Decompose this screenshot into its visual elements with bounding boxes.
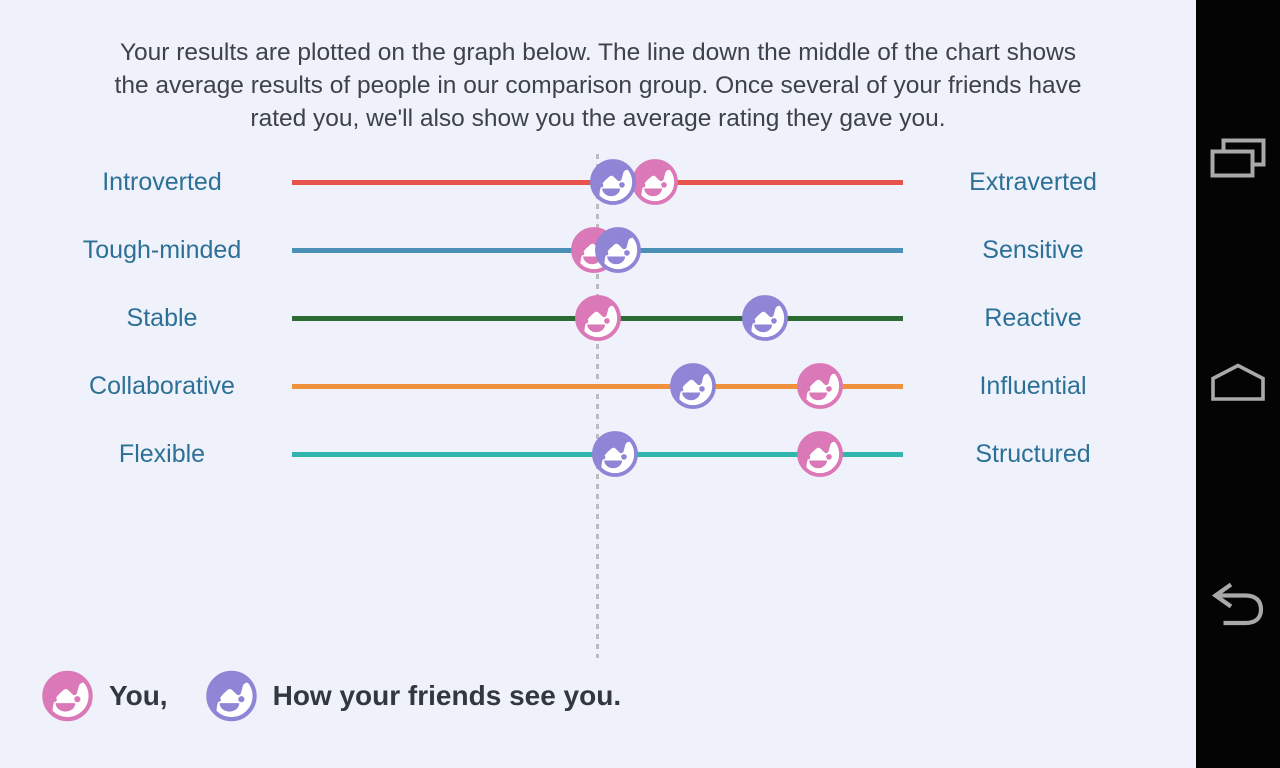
legend-friends-label: How your friends see you. bbox=[272, 680, 622, 711]
intro-line-3: rated you, we'll also show you the avera… bbox=[250, 105, 946, 132]
you-marker bbox=[630, 157, 680, 207]
friends-marker bbox=[593, 225, 643, 275]
recents-icon bbox=[1210, 138, 1266, 178]
trait-right-label: Sensitive bbox=[982, 236, 1084, 264]
trait-right-label: Extraverted bbox=[969, 168, 1097, 196]
android-nav-bar bbox=[1196, 0, 1280, 768]
back-icon bbox=[1210, 581, 1266, 627]
recents-button[interactable] bbox=[1196, 116, 1280, 200]
intro-text: Your results are plotted on the graph be… bbox=[20, 36, 1176, 135]
friends-marker bbox=[590, 429, 640, 479]
trait-right-label: Structured bbox=[975, 440, 1091, 468]
back-button[interactable] bbox=[1196, 562, 1280, 646]
results-screen: Your results are plotted on the graph be… bbox=[20, 36, 1176, 724]
home-button[interactable] bbox=[1196, 340, 1280, 424]
intro-line-1: Your results are plotted on the graph be… bbox=[119, 39, 1077, 66]
legend-you-label: You, bbox=[109, 680, 168, 711]
home-icon bbox=[1210, 362, 1266, 402]
you-face-icon bbox=[40, 668, 95, 724]
friends-face-icon bbox=[204, 668, 259, 724]
you-marker bbox=[573, 293, 623, 343]
trait-right-label: Influential bbox=[979, 372, 1087, 400]
trait-left-label: Collaborative bbox=[89, 372, 235, 400]
legend: You, How your friends see you. bbox=[40, 668, 621, 724]
trait-left-label: Tough-minded bbox=[82, 236, 242, 264]
you-marker bbox=[795, 361, 845, 411]
trait-right-label: Reactive bbox=[984, 304, 1082, 332]
trait-scale-line bbox=[292, 383, 903, 389]
friends-marker bbox=[740, 293, 790, 343]
trait-left-label: Introverted bbox=[102, 168, 222, 196]
intro-line-2: the average results of people in our com… bbox=[114, 72, 1082, 99]
friends-marker bbox=[588, 157, 638, 207]
trait-chart: Introverted Extraverted Tough-minded Sensit… bbox=[82, 154, 1097, 658]
friends-marker bbox=[668, 361, 718, 411]
average-center-line bbox=[596, 154, 599, 658]
trait-left-label: Flexible bbox=[118, 440, 206, 468]
trait-left-label: Stable bbox=[126, 304, 198, 332]
you-marker bbox=[795, 429, 845, 479]
